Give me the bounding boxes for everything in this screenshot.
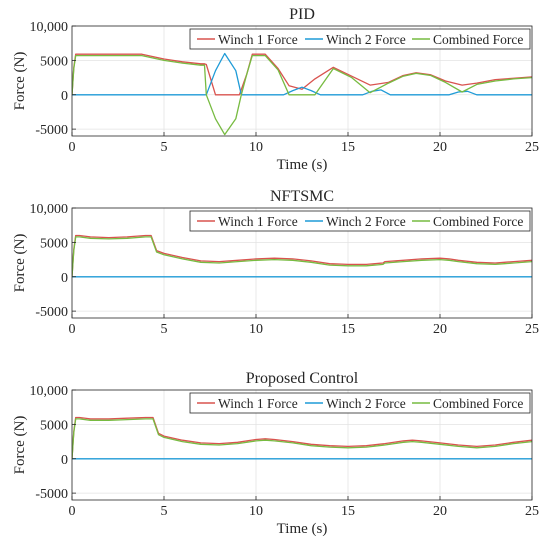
y-tick-label: 10,000	[30, 20, 69, 35]
x-tick-label: 10	[249, 504, 263, 519]
series-line-1	[72, 416, 532, 459]
x-tick-label: 15	[341, 322, 355, 337]
chart-title: NFTSMC	[270, 188, 334, 205]
x-tick-label: 0	[69, 504, 76, 519]
y-tick-label: -5000	[35, 487, 68, 502]
legend-label-3: Combined Force	[433, 32, 523, 47]
series-line-3	[72, 54, 532, 136]
x-tick-label: 0	[69, 140, 76, 155]
legend: Winch 1 Force Winch 2 Force Combined Force	[189, 210, 531, 232]
x-tick-label: 10	[249, 322, 263, 337]
x-tick-label: 15	[341, 140, 355, 155]
legend-label-2: Winch 2 Force	[326, 214, 406, 229]
series-group	[72, 234, 532, 278]
x-tick-label: 15	[341, 504, 355, 519]
x-tick-label: 20	[433, 140, 447, 155]
x-tick-label: 25	[525, 504, 539, 519]
chart-title: PID	[289, 6, 315, 23]
legend-label-1: Winch 1 Force	[218, 32, 298, 47]
y-tick-label: 10,000	[30, 202, 69, 217]
axes-box	[71, 207, 533, 319]
legend-box	[189, 392, 531, 414]
legend-box	[189, 28, 531, 50]
x-tick-label: 0	[69, 322, 76, 337]
y-tick-label: 10,000	[30, 384, 69, 399]
x-tick-label: 25	[525, 140, 539, 155]
x-tick-label: 20	[433, 322, 447, 337]
y-tick-label: 5000	[40, 54, 68, 69]
y-tick-label: -5000	[35, 305, 68, 320]
series-line-3	[72, 236, 532, 277]
legend-label-2: Winch 2 Force	[326, 396, 406, 411]
x-tick-label: 5	[161, 504, 168, 519]
legend-label-1: Winch 1 Force	[218, 214, 298, 229]
x-axis-label: Time (s)	[277, 521, 328, 537]
series-line-2	[72, 52, 532, 96]
y-axis-label: Force (N)	[12, 416, 28, 475]
y-tick-label: -5000	[35, 123, 68, 138]
legend-box	[189, 210, 531, 232]
series-line-1	[72, 53, 532, 96]
x-tick-label: 5	[161, 140, 168, 155]
legend: Winch 1 Force Winch 2 Force Combined Force	[189, 392, 531, 414]
axes-box	[71, 25, 533, 137]
chart-title: Proposed Control	[246, 370, 359, 387]
x-tick-label: 5	[161, 322, 168, 337]
series-line-1	[72, 234, 532, 277]
legend-label-3: Combined Force	[433, 396, 523, 411]
x-tick-label: 10	[249, 140, 263, 155]
y-tick-label: 5000	[40, 418, 68, 433]
series-group	[72, 52, 532, 136]
legend-label-2: Winch 2 Force	[326, 32, 406, 47]
legend: Winch 1 Force Winch 2 Force Combined Force	[189, 28, 531, 50]
y-axis-label: Force (N)	[12, 234, 28, 293]
y-tick-label: 0	[61, 453, 68, 468]
legend-label-3: Combined Force	[433, 214, 523, 229]
y-tick-label: 0	[61, 271, 68, 286]
legend-label-1: Winch 1 Force	[218, 396, 298, 411]
axes-box	[71, 389, 533, 501]
series-line-3	[72, 418, 532, 459]
x-axis-label: Time (s)	[277, 157, 328, 173]
x-tick-label: 25	[525, 322, 539, 337]
y-tick-label: 5000	[40, 236, 68, 251]
y-tick-label: 0	[61, 89, 68, 104]
series-group	[72, 416, 532, 460]
y-axis-label: Force (N)	[12, 52, 28, 111]
x-tick-label: 20	[433, 504, 447, 519]
